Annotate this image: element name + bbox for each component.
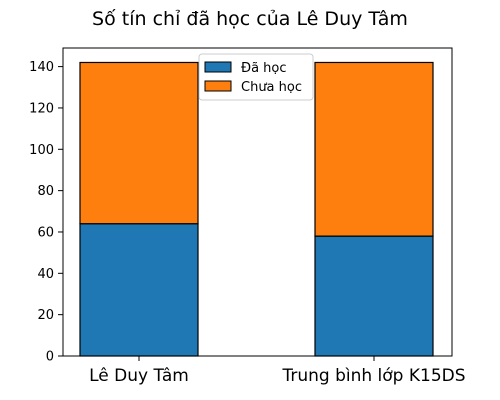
y-tick-label: 0 bbox=[46, 350, 54, 365]
y-tick-label: 140 bbox=[29, 60, 54, 75]
plot-frame bbox=[62, 47, 453, 357]
legend: Đã học Chưa học bbox=[198, 53, 314, 101]
legend-swatch bbox=[204, 80, 232, 92]
legend-label: Chưa học bbox=[241, 80, 302, 95]
y-tick-label: 100 bbox=[29, 143, 54, 158]
x-category-label: Trung bình lớp K15DS bbox=[281, 366, 465, 386]
chart-title: Số tín chỉ đã học của Lê Duy Tâm bbox=[92, 8, 408, 30]
bar-da-hoc-1 bbox=[314, 235, 434, 357]
x-category-label: Lê Duy Tâm bbox=[89, 366, 189, 386]
y-tick-label: 40 bbox=[37, 267, 54, 282]
y-tick-label: 20 bbox=[37, 308, 54, 323]
axes-layer: 0 20 40 60 80 100 120 140 Lê Duy Tâm Trung bình l… bbox=[29, 47, 466, 386]
legend-label: Đã học bbox=[241, 61, 287, 76]
bar-chua-hoc-1 bbox=[314, 61, 434, 237]
legend-swatch bbox=[204, 61, 232, 73]
bar-da-hoc-0 bbox=[79, 223, 199, 357]
y-tick-label: 120 bbox=[29, 101, 54, 116]
bar-chua-hoc-0 bbox=[79, 61, 199, 225]
y-tick-label: 60 bbox=[37, 225, 54, 240]
bars-layer bbox=[79, 61, 434, 357]
y-tick-label: 80 bbox=[37, 184, 54, 199]
